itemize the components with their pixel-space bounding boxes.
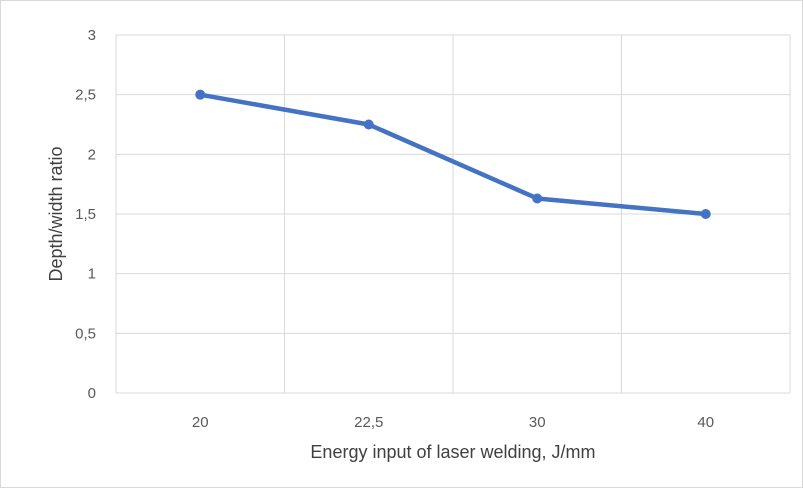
y-tick-label: 2	[88, 146, 96, 163]
x-tick-label: 22,5	[354, 414, 383, 431]
series-line	[198, 92, 708, 217]
data-point	[700, 209, 711, 219]
y-tick-label: 1,5	[75, 206, 96, 223]
y-axis-title: Depth/width ratio	[46, 146, 66, 281]
grid-lines	[115, 34, 791, 394]
y-tick-label: 0	[88, 385, 96, 402]
data-point	[195, 89, 206, 100]
x-axis-title: Energy input of laser welding, J/mm	[310, 442, 595, 462]
y-tick-label: 1	[88, 266, 96, 283]
series-layer	[195, 89, 711, 219]
y-tick-label: 2,5	[75, 87, 96, 104]
data-point	[532, 193, 543, 204]
x-tick-label: 40	[697, 414, 714, 431]
y-tick-label: 0,5	[75, 325, 96, 342]
y-tick-label: 3	[88, 27, 96, 44]
data-point	[363, 119, 374, 130]
x-tick-labels: 20 22,5 30 40	[192, 414, 714, 431]
x-tick-label: 30	[529, 414, 546, 431]
x-tick-label: 20	[192, 414, 209, 431]
y-tick-labels: 0 0,5 1 1,5 2 2,5 3	[75, 27, 96, 402]
